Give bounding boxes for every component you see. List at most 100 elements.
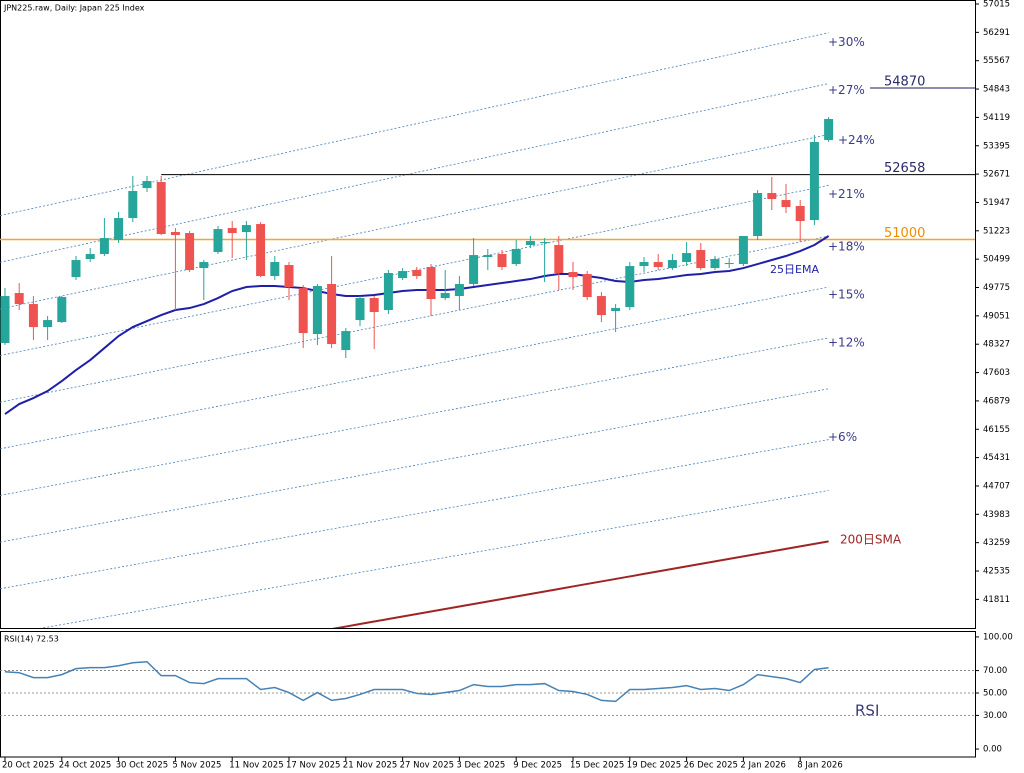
y-tick-label: 43259 <box>983 538 1010 548</box>
candle-body <box>170 232 180 236</box>
y-tick-label: 56291 <box>983 28 1010 38</box>
ma-label: 25日EMA <box>770 263 819 276</box>
candle-body <box>369 298 379 313</box>
candle-body <box>767 193 777 200</box>
level-label: 52658 <box>884 161 925 176</box>
y-tick-label: 43983 <box>983 510 1010 520</box>
candle-body <box>227 228 237 234</box>
y-tick-label: 46155 <box>983 425 1010 435</box>
band-label: +21% <box>828 187 865 201</box>
candle-body <box>270 262 280 277</box>
candle-body <box>795 206 805 222</box>
candle-body <box>738 236 748 265</box>
candle-body <box>540 242 550 244</box>
candle-body <box>554 245 564 274</box>
y-tick-label: 49051 <box>983 311 1010 321</box>
candle-body <box>497 254 507 268</box>
y-tick-label: 50.00 <box>983 688 1007 698</box>
candle-body <box>355 298 365 321</box>
candle-body <box>312 286 322 335</box>
candle-body <box>213 229 223 253</box>
candle-body <box>469 255 479 285</box>
ma-line <box>4 235 830 415</box>
candle-body <box>256 224 266 277</box>
candle-body <box>412 270 422 277</box>
y-tick-label: 50499 <box>983 255 1010 265</box>
candle-body <box>596 296 606 316</box>
candle-body <box>298 288 308 334</box>
y-tick-label: 70.00 <box>983 666 1007 676</box>
candle-body <box>667 260 677 269</box>
candle-body <box>724 263 734 265</box>
x-tick-label: 20 Oct 2025 <box>2 761 55 771</box>
x-tick-label: 3 Dec 2025 <box>456 761 505 771</box>
candle-body <box>511 249 521 265</box>
candle-body <box>327 284 337 345</box>
candle-body <box>71 260 81 278</box>
y-tick-label: 45431 <box>983 453 1010 463</box>
band-line <box>39 490 829 628</box>
y-tick-label: 49775 <box>983 283 1010 293</box>
y-tick-label: 52671 <box>983 170 1010 180</box>
candle-body <box>824 119 834 141</box>
band-line <box>0 184 829 356</box>
y-tick-label: 47603 <box>983 368 1010 378</box>
x-tick-label: 9 Dec 2025 <box>513 761 562 771</box>
candle-body <box>156 182 166 235</box>
ma-line <box>331 540 829 628</box>
band-label: +27% <box>828 83 865 97</box>
main-plot <box>0 32 975 628</box>
rsi-title: RSI(14) 72.53 <box>4 635 59 644</box>
candle-body <box>199 262 209 269</box>
candle-body <box>398 271 408 279</box>
candle-body <box>142 181 152 189</box>
band-line <box>0 388 829 543</box>
candle-body <box>696 250 706 269</box>
rsi-line <box>4 660 829 703</box>
candle-body <box>483 255 493 258</box>
ma-label: 200日SMA <box>840 533 902 547</box>
x-tick-label: 11 Nov 2025 <box>229 761 283 771</box>
chart-title: JPN225.raw, Daily: Japan 225 Index <box>3 4 145 13</box>
y-tick-label: 100.00 <box>983 632 1013 642</box>
candle-body <box>85 254 95 260</box>
candle-body <box>57 297 67 323</box>
y-tick-label: 48327 <box>983 340 1010 350</box>
band-label: +24% <box>838 133 875 147</box>
band-line <box>0 235 829 403</box>
band-label: +18% <box>828 240 865 254</box>
x-tick-label: 30 Oct 2025 <box>116 761 169 771</box>
candle-body <box>341 331 351 351</box>
x-tick-label: 21 Nov 2025 <box>343 761 397 771</box>
candle-body <box>440 293 450 299</box>
band-line <box>0 286 829 450</box>
candle-body <box>128 191 138 219</box>
y-tick-label: 51223 <box>983 226 1010 236</box>
y-tick-label: 54119 <box>983 113 1010 123</box>
level-label: 51000 <box>884 226 925 241</box>
rsi-label: RSI <box>855 702 879 720</box>
candle-body <box>809 142 819 221</box>
y-tick-label: 55567 <box>983 56 1010 66</box>
y-tick-label: 53395 <box>983 141 1010 151</box>
candle-body <box>99 238 109 255</box>
x-tick-label: 5 Nov 2025 <box>172 761 221 771</box>
x-tick-label: 15 Dec 2025 <box>570 761 624 771</box>
y-tick-label: 54843 <box>983 85 1010 95</box>
band-label: +12% <box>828 335 865 349</box>
band-label: +15% <box>828 288 865 302</box>
candle-body <box>525 241 535 246</box>
x-tick-label: 27 Nov 2025 <box>400 761 454 771</box>
candle-body <box>710 259 720 269</box>
candle-body <box>43 320 53 328</box>
candle-body <box>625 266 635 308</box>
x-tick-label: 19 Dec 2025 <box>627 761 681 771</box>
x-tick-label: 26 Dec 2025 <box>684 761 738 771</box>
x-tick-label: 2 Jan 2026 <box>740 761 786 771</box>
candle-body <box>14 293 24 305</box>
candle-body <box>114 218 124 241</box>
y-tick-label: 0.00 <box>983 745 1002 755</box>
